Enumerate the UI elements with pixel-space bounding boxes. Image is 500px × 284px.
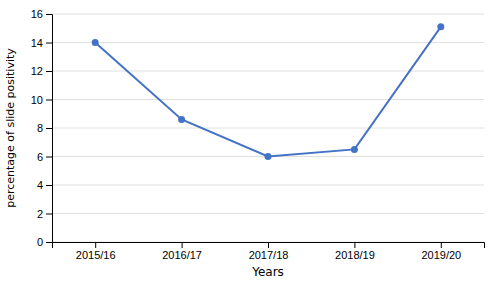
tick: 12 [31,65,52,77]
tick: 2016/17 [162,242,202,261]
tick: 14 [31,37,52,49]
grid-line [52,99,484,100]
tick-mark [441,242,442,248]
axis-line [46,15,53,243]
tick: 10 [31,94,52,106]
tick-mark [354,242,355,248]
grid-line [52,213,484,214]
tick: 2019/20 [421,242,461,261]
grid-line [52,42,484,43]
tick-label: 2 [37,208,43,220]
tick-label: 10 [31,94,43,106]
tick: 6 [37,151,52,163]
x-axis: 2015/16 2016/17 2017/18 2018/19 2019/20 [53,242,485,261]
grid [52,14,484,242]
tick: 2018/19 [335,242,375,261]
point [351,146,358,153]
x-axis-title: Years [251,265,284,279]
tick-label: 2019/20 [421,249,461,261]
tick: 4 [37,179,52,191]
tick: 16 [31,8,52,20]
y-axis: 0 2 4 6 8 10 12 14 16 [31,8,53,248]
marks [92,23,445,160]
tick-label: 6 [37,151,43,163]
grid-line [52,128,484,129]
tick-label: 12 [31,65,43,77]
tick-mark [95,242,96,248]
y-axis-title: percentage of slide positivity [4,48,17,208]
tick-label: 8 [37,122,43,134]
grid-line [52,71,484,72]
tick-label: 2015/16 [76,249,116,261]
tick: 0 [37,236,52,248]
tick-label: 2017/18 [249,249,289,261]
chart: 0 2 4 6 8 10 12 14 16 2015/16 2016/17 2017/18 2018/1… [0,0,500,284]
tick: 2 [37,208,52,220]
tick-mark [268,242,269,248]
tick-mark [46,100,52,101]
tick-mark [182,242,183,248]
tick-mark [46,157,52,158]
tick-mark [46,14,52,15]
tick-label: 16 [31,8,43,20]
tick-mark [46,214,52,215]
tick-label: 14 [31,37,43,49]
axis-line [53,243,485,249]
point [265,153,272,160]
tick-mark [46,43,52,44]
tick-label: 4 [37,179,43,191]
tick-mark [46,128,52,129]
tick: 2017/18 [249,242,289,261]
point [178,116,185,123]
tick-mark [46,242,52,243]
tick: 2015/16 [76,242,116,261]
tick-mark [46,71,52,72]
point [92,39,99,46]
plot: 0 2 4 6 8 10 12 14 16 2015/16 2016/17 2017/18 2018/1… [31,8,485,261]
tick-label: 2018/19 [335,249,375,261]
line [95,27,441,157]
tick-label: 0 [37,236,43,248]
tick-label: 2016/17 [162,249,202,261]
point [437,23,444,30]
grid-line [52,14,484,15]
tick-mark [46,185,52,186]
tick: 8 [37,122,52,134]
grid-line [52,185,484,186]
